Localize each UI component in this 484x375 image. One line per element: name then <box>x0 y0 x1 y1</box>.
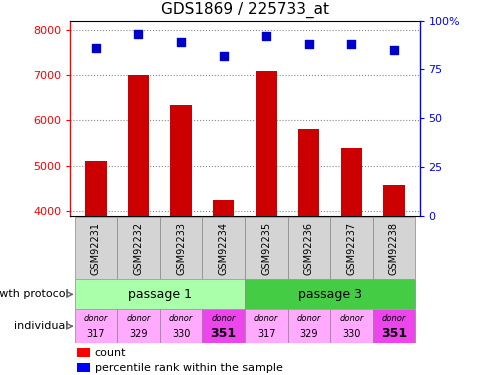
Text: GSM92234: GSM92234 <box>218 222 228 275</box>
Bar <box>170 105 191 216</box>
Bar <box>287 217 330 279</box>
Text: 351: 351 <box>210 327 236 340</box>
Text: donor: donor <box>211 314 235 323</box>
Bar <box>382 185 404 216</box>
Text: donor: donor <box>254 314 278 323</box>
Text: GSM92233: GSM92233 <box>176 222 186 275</box>
Bar <box>117 309 159 343</box>
Bar <box>372 217 414 279</box>
Text: individual: individual <box>14 321 68 331</box>
Bar <box>372 309 414 343</box>
Bar <box>340 148 361 216</box>
Bar <box>202 309 244 343</box>
Text: donor: donor <box>338 314 363 323</box>
Bar <box>128 75 149 216</box>
Bar <box>330 309 372 343</box>
Bar <box>330 217 372 279</box>
Text: GSM92238: GSM92238 <box>388 222 398 275</box>
Bar <box>212 200 234 216</box>
Text: 351: 351 <box>380 327 406 340</box>
Point <box>177 39 184 45</box>
Text: 329: 329 <box>299 328 318 339</box>
Bar <box>75 309 117 343</box>
Text: donor: donor <box>381 314 405 323</box>
Text: donor: donor <box>168 314 193 323</box>
Point <box>389 47 397 53</box>
Title: GDS1869 / 225733_at: GDS1869 / 225733_at <box>161 2 328 18</box>
Text: GSM92237: GSM92237 <box>346 222 356 275</box>
Text: percentile rank within the sample: percentile rank within the sample <box>94 363 282 373</box>
Point <box>262 33 270 39</box>
Bar <box>77 363 90 372</box>
Text: donor: donor <box>84 314 108 323</box>
Bar <box>202 217 244 279</box>
Text: GSM92232: GSM92232 <box>133 222 143 275</box>
Text: 317: 317 <box>257 328 275 339</box>
Text: donor: donor <box>296 314 320 323</box>
Point <box>347 41 355 47</box>
Bar <box>77 348 90 357</box>
Bar <box>244 309 287 343</box>
Text: 330: 330 <box>171 328 190 339</box>
Bar <box>75 217 117 279</box>
Bar <box>85 161 106 216</box>
Text: donor: donor <box>126 314 151 323</box>
Bar <box>159 217 202 279</box>
Bar <box>298 129 319 216</box>
Bar <box>117 217 159 279</box>
Text: 329: 329 <box>129 328 148 339</box>
Text: passage 3: passage 3 <box>298 288 362 301</box>
Bar <box>255 70 276 216</box>
Text: GSM92231: GSM92231 <box>91 222 101 275</box>
Bar <box>159 309 202 343</box>
Text: GSM92235: GSM92235 <box>261 222 271 275</box>
Point <box>134 31 142 37</box>
Point <box>304 41 312 47</box>
Bar <box>287 309 330 343</box>
Text: count: count <box>94 348 126 358</box>
Text: 317: 317 <box>87 328 105 339</box>
Text: 330: 330 <box>342 328 360 339</box>
Bar <box>244 279 414 309</box>
Text: passage 1: passage 1 <box>127 288 191 301</box>
Point <box>92 45 100 51</box>
Bar <box>244 217 287 279</box>
Text: growth protocol: growth protocol <box>0 290 68 299</box>
Point <box>219 53 227 59</box>
Text: GSM92236: GSM92236 <box>303 222 313 275</box>
Bar <box>75 279 244 309</box>
